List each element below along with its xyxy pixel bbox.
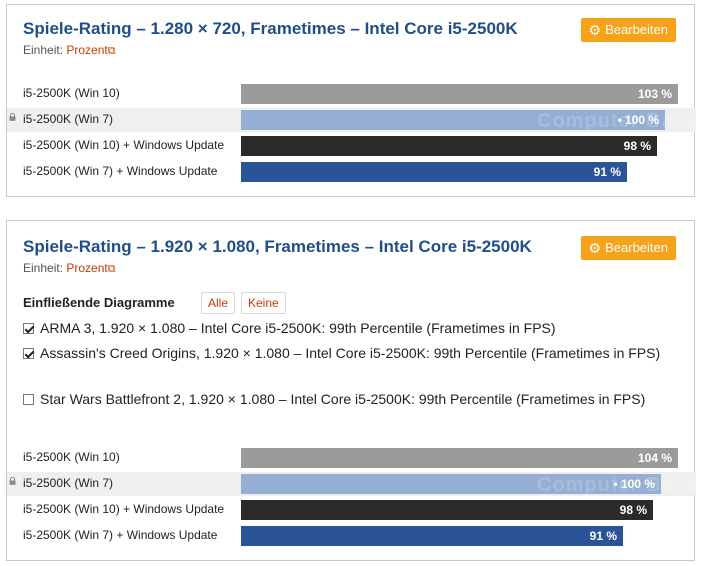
chart-row: i5-2500K (Win 10) 103 % [7,82,696,106]
bar-label: i5-2500K (Win 7) [23,476,114,490]
unit-line: Einheit: Prozent⧉ [23,261,116,276]
chart-row: i5-2500K (Win 10) 104 % [7,446,696,470]
rating-panel-1080p: Spiele-Rating – 1.920 × 1.080, Frametime… [6,220,698,561]
bar-value-label: 98 % [623,139,651,153]
watermark: Computer Base [537,474,698,496]
select-all-button[interactable]: Alle [201,292,236,314]
chart-row: i5-2500K (Win 7) • 100 % [7,472,696,496]
diagrams-heading: Einfließende Diagramme [23,295,175,310]
bar-value-label: 91 % [589,529,617,543]
panel-title: Spiele-Rating – 1.280 × 720, Frametimes … [23,19,518,38]
unit-label: Einheit: [23,261,64,275]
bar: • 100 % [241,474,661,494]
edit-button-label: Bearbeiten [605,240,668,255]
chart-row: i5-2500K (Win 7) + Windows Update 91 % [7,524,696,548]
chart-row: i5-2500K (Win 7) + Windows Update 91 % [7,160,696,184]
bar: • 100 % [241,110,665,130]
watermark: Computer Base [537,110,698,132]
checkbox-2[interactable] [23,394,34,405]
edit-button-label: Bearbeiten [605,22,668,37]
unit-label: Einheit: [23,43,64,57]
bar: 104 % [241,448,678,468]
unit-line: Einheit: Prozent⧉ [23,43,116,58]
bar: 98 % [241,136,657,156]
bar-value-label: 104 % [637,451,672,465]
bar-value-label: 103 % [637,87,672,101]
bar-label: i5-2500K (Win 10) + Windows Update [23,138,225,152]
edit-button[interactable]: ⚙ Bearbeiten [580,236,676,260]
unit-link[interactable]: Prozent [66,261,108,275]
bar-value-label: • 100 % [613,477,655,491]
bar: 91 % [241,162,627,182]
external-link-icon: ⧉ [107,45,116,57]
diagram-item-0[interactable]: ARMA 3, 1.920 × 1.080 – Intel Core i5-25… [23,318,683,339]
bar-label: i5-2500K (Win 10) + Windows Update [23,502,225,516]
diagram-label-2: Star Wars Battlefront 2, 1.920 × 1.080 –… [40,391,646,407]
rating-panel-720p: Spiele-Rating – 1.280 × 720, Frametimes … [6,4,698,197]
bar-label: i5-2500K (Win 7) [23,112,114,126]
checkbox-1[interactable] [23,348,34,359]
lock-icon[interactable] [9,113,16,121]
bar-value-label: 98 % [619,503,647,517]
diagram-item-1[interactable]: Assassin's Creed Origins, 1.920 × 1.080 … [23,343,683,364]
diagram-item-2[interactable]: Star Wars Battlefront 2, 1.920 × 1.080 –… [23,389,683,410]
bar-value-label: • 100 % [617,113,659,127]
panel-title: Spiele-Rating – 1.920 × 1.080, Frametime… [23,237,532,256]
select-none-button[interactable]: Keine [241,292,286,314]
checkbox-0[interactable] [23,323,34,334]
bar-value-label: 91 % [593,165,621,179]
lock-icon[interactable] [9,477,16,485]
chart-row: i5-2500K (Win 10) + Windows Update 98 % [7,134,696,158]
diagram-label-0: ARMA 3, 1.920 × 1.080 – Intel Core i5-25… [40,320,556,336]
diagram-label-1: Assassin's Creed Origins, 1.920 × 1.080 … [40,345,661,361]
gear-icon: ⚙ [588,22,602,38]
gear-icon: ⚙ [588,240,602,256]
bar: 91 % [241,526,623,546]
external-link-icon: ⧉ [107,263,116,275]
bar-label: i5-2500K (Win 7) + Windows Update [23,164,218,178]
bar: 98 % [241,500,653,520]
bar-label: i5-2500K (Win 10) [23,450,120,464]
edit-button[interactable]: ⚙ Bearbeiten [580,18,676,42]
unit-link[interactable]: Prozent [66,43,108,57]
bar-label: i5-2500K (Win 10) [23,86,120,100]
chart-row: i5-2500K (Win 10) + Windows Update 98 % [7,498,696,522]
bar: 103 % [241,84,678,104]
bar-label: i5-2500K (Win 7) + Windows Update [23,528,218,542]
chart-row: i5-2500K (Win 7) • 100 % [7,108,696,132]
